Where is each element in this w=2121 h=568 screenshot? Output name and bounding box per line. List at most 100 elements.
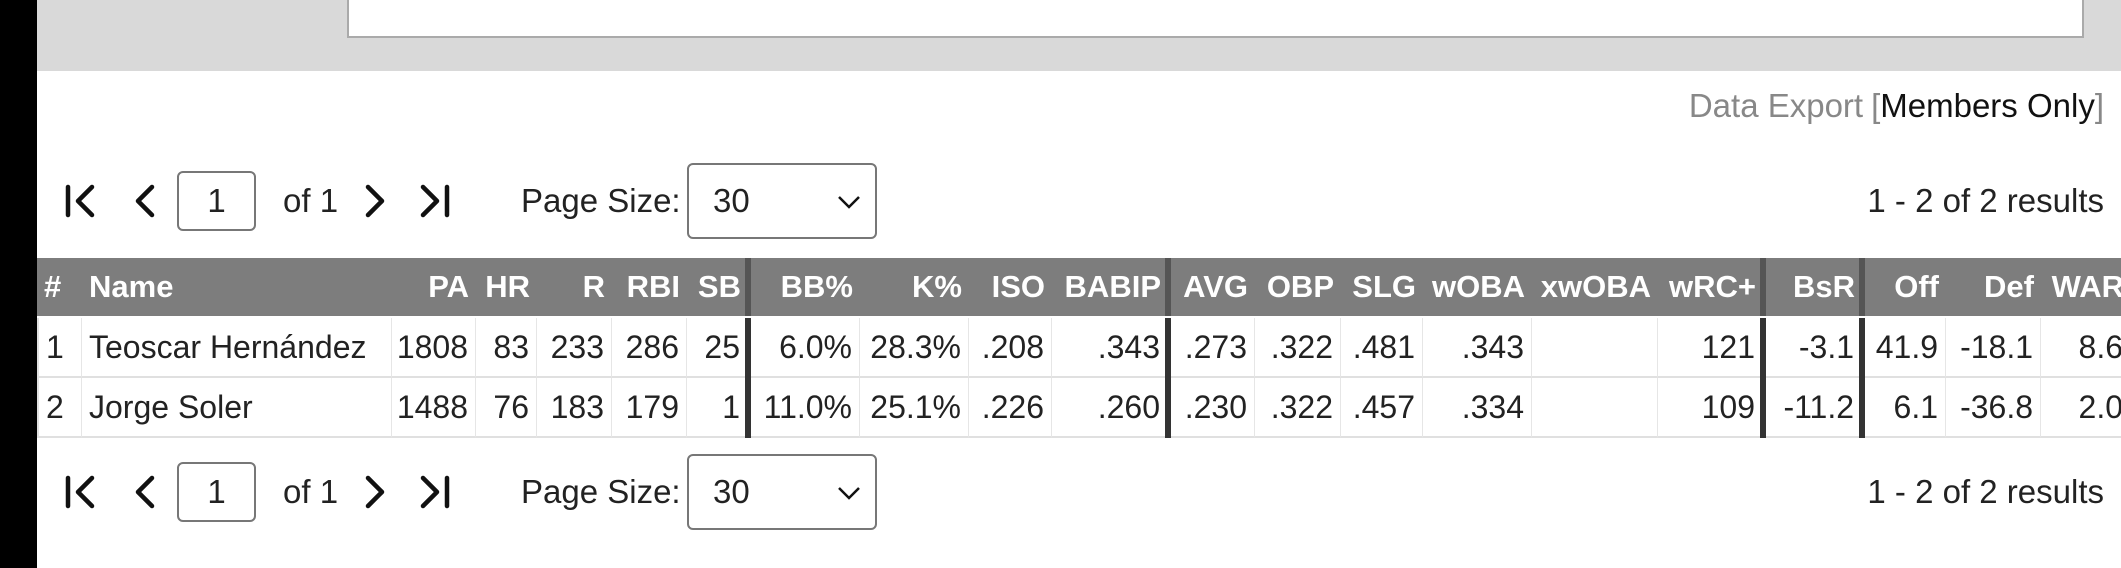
prev-page[interactable]: [126, 472, 166, 512]
next-page[interactable]: [354, 181, 394, 221]
stat-cell: -36.8: [1946, 378, 2041, 438]
stat-cell: 6.0%: [748, 318, 860, 378]
stat-cell: -18.1: [1946, 318, 2041, 378]
stat-cell: 121: [1658, 318, 1763, 378]
column-header[interactable]: wOBA: [1423, 258, 1532, 316]
stat-cell: .457: [1341, 378, 1423, 438]
group-divider: [1859, 318, 1865, 438]
panel-box: [347, 0, 2084, 38]
stat-cell: 179: [612, 378, 687, 438]
page-input[interactable]: 1: [177, 171, 256, 231]
column-header[interactable]: xwOBA: [1532, 258, 1658, 316]
last-page[interactable]: [413, 472, 453, 512]
prev-page[interactable]: [126, 181, 166, 221]
group-divider: [745, 318, 751, 438]
stat-cell: 41.9: [1862, 318, 1946, 378]
stat-cell: -11.2: [1763, 378, 1862, 438]
column-header[interactable]: ISO: [969, 258, 1052, 316]
page-size-label: Page Size:: [521, 182, 681, 219]
column-header[interactable]: SB: [687, 258, 748, 316]
bracket: [: [1871, 87, 1881, 124]
data-export: Data Export[Members Only]: [1689, 84, 2104, 128]
column-header[interactable]: AVG: [1168, 258, 1255, 316]
column-header[interactable]: BB%: [748, 258, 860, 316]
filter-panel: [37, 0, 2121, 71]
group-divider: [1165, 258, 1171, 316]
stat-cell: .226: [969, 378, 1052, 438]
column-header[interactable]: SLG: [1341, 258, 1423, 316]
column-header[interactable]: HR: [476, 258, 537, 316]
group-divider: [1760, 318, 1766, 438]
stat-cell: 286: [612, 318, 687, 378]
column-header[interactable]: Off: [1862, 258, 1946, 316]
stat-cell: 83: [476, 318, 537, 378]
stat-cell: 76: [476, 378, 537, 438]
player-name[interactable]: Teoscar Hernández: [82, 318, 392, 378]
page-input[interactable]: 1: [177, 462, 256, 522]
column-header: #: [37, 258, 82, 316]
stat-cell: 8.6: [2041, 318, 2121, 378]
stat-cell: .322: [1255, 378, 1341, 438]
column-header[interactable]: Def: [1946, 258, 2041, 316]
column-header[interactable]: BsR: [1763, 258, 1862, 316]
stat-cell: [1532, 378, 1658, 438]
export-label: Data Export: [1688, 87, 1864, 124]
page-count: of 1: [283, 473, 339, 510]
stat-cell: 11.0%: [748, 378, 860, 438]
members-link[interactable]: Members Only: [1880, 87, 2095, 124]
group-divider: [745, 258, 751, 316]
column-header[interactable]: WAR: [2041, 258, 2121, 316]
stat-cell: .273: [1168, 318, 1255, 378]
stat-cell: 28.3%: [860, 318, 969, 378]
chevron: [838, 487, 860, 500]
stat-cell: .481: [1341, 318, 1423, 378]
first-page[interactable]: [62, 181, 102, 221]
stat-cell: -3.1: [1763, 318, 1862, 378]
column-header[interactable]: Name: [82, 258, 392, 316]
stat-cell: 233: [537, 318, 612, 378]
column-header[interactable]: R: [537, 258, 612, 316]
stat-cell: .343: [1423, 318, 1532, 378]
stat-cell: 2: [37, 378, 82, 438]
page-size-select[interactable]: 30: [687, 163, 877, 239]
pager-bottom: 1 of 1 Page Size: 30 1 - 2 of 2 results: [0, 452, 2121, 532]
stat-cell: .322: [1255, 318, 1341, 378]
column-header[interactable]: PA: [392, 258, 476, 316]
column-header[interactable]: RBI: [612, 258, 687, 316]
group-divider: [1859, 258, 1865, 316]
column-header[interactable]: K%: [860, 258, 969, 316]
last-page[interactable]: [413, 181, 453, 221]
stat-cell: .343: [1052, 318, 1168, 378]
stat-cell: 2.0: [2041, 378, 2121, 438]
stat-cell: 1488: [392, 378, 476, 438]
page-size-label: Page Size:: [521, 473, 681, 510]
results-count: 1 - 2 of 2 results: [1867, 473, 2104, 510]
results-count: 1 - 2 of 2 results: [1867, 182, 2104, 219]
stat-cell: .334: [1423, 378, 1532, 438]
group-divider: [1165, 318, 1171, 438]
stat-cell: 6.1: [1862, 378, 1946, 438]
first-page[interactable]: [62, 472, 102, 512]
stat-cell: 1: [37, 318, 82, 378]
pager-top: 1 of 1 Page Size: 30 1 - 2 of 2 results: [0, 161, 2121, 241]
stat-cell: .230: [1168, 378, 1255, 438]
page-count: of 1: [283, 182, 339, 219]
stat-cell: 25.1%: [860, 378, 969, 438]
next-page[interactable]: [354, 472, 394, 512]
stat-cell: .208: [969, 318, 1052, 378]
page-size-value: 30: [713, 473, 750, 510]
column-header[interactable]: BABIP: [1052, 258, 1168, 316]
stat-cell: 25: [687, 318, 748, 378]
player-name[interactable]: Jorge Soler: [82, 378, 392, 438]
stat-cell: .260: [1052, 378, 1168, 438]
stat-cell: 1808: [392, 318, 476, 378]
stat-cell: 183: [537, 378, 612, 438]
column-header[interactable]: OBP: [1255, 258, 1341, 316]
page-size-value: 30: [713, 182, 750, 219]
page-size-select[interactable]: 30: [687, 454, 877, 530]
stat-cell: 109: [1658, 378, 1763, 438]
bracket: ]: [2094, 87, 2104, 124]
column-header[interactable]: wRC+: [1658, 258, 1763, 316]
group-divider: [1760, 258, 1766, 316]
